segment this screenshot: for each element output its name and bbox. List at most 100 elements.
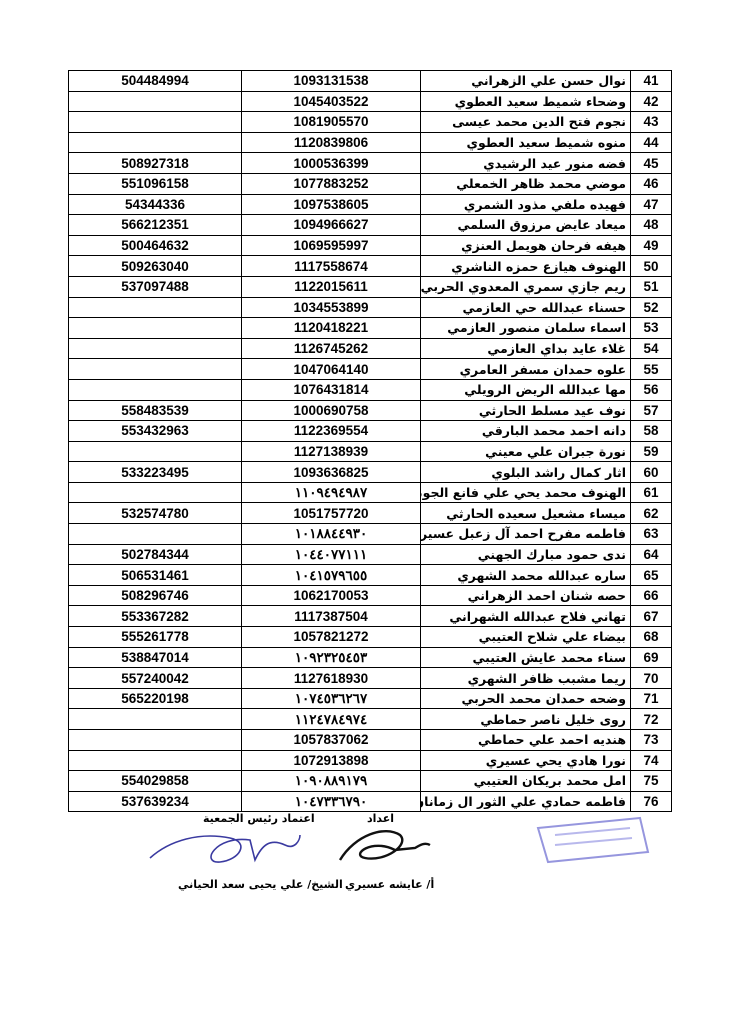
name-cell: نورا هادي يحي عسيري	[420, 749, 631, 772]
no-cell: 71	[630, 687, 672, 710]
phone-cell	[68, 131, 242, 154]
no-cell: 43	[630, 111, 672, 133]
row: 54344336 1097538605 فهيده ملفي مذود الشمري…	[68, 193, 672, 216]
phone-cell: 558483539	[68, 399, 242, 422]
phone-cell: 533223495	[68, 461, 242, 483]
row: 508296746 1062170053 حصه شنان احمد الزهران…	[68, 584, 672, 607]
phone-cell: 54344336	[68, 193, 242, 216]
row: 500464632 1069595997 هيفه فرحان هويمل العن…	[68, 234, 672, 257]
row: 504484994 1093131538 نوال حسن علي الزهراني…	[68, 70, 672, 92]
id-cell: ١٠٩٠٨٨٩١٧٩	[241, 770, 421, 792]
phone-cell	[68, 378, 242, 401]
name-cell: اسماء سلمان منصور العازمي	[420, 317, 631, 339]
row: ١١٢٤٧٨٤٩٧٤ روى خليل ناصر حماطي 72	[68, 708, 672, 730]
row: 538847014 ١٠٩٢٣٢٥٤٥٣ سناء محمد عايش العتيب…	[68, 646, 672, 669]
signature-2	[338, 830, 431, 861]
phone-cell	[68, 749, 242, 772]
row: 506531461 ١٠٤١٥٧٩٦٥٥ ساره عبدالله محمد الش…	[68, 564, 672, 586]
name-cell: امل محمد بريكان العتيبي	[420, 770, 631, 792]
no-cell: 46	[630, 172, 672, 195]
row: 1127138939 نورة جبران علي معيني 59	[68, 440, 672, 463]
id-cell: 1057821272	[241, 626, 421, 648]
phone-cell: 509263040	[68, 255, 242, 277]
id-cell: 1069595997	[241, 234, 421, 257]
phone-cell: 557240042	[68, 667, 242, 689]
id-cell: ١١٠٩٤٩٤٩٨٧	[241, 481, 421, 504]
name-cell: هنديه احمد علي حماطي	[420, 729, 631, 751]
no-cell: 70	[630, 667, 672, 689]
phone-cell: 508296746	[68, 584, 242, 607]
phone-cell: 555261778	[68, 626, 242, 648]
id-cell: 1117558674	[241, 255, 421, 277]
row: 553432963 1122369554 دانه احمد محمد البارق…	[68, 420, 672, 442]
phone-cell: 506531461	[68, 564, 242, 586]
id-cell: 1062170053	[241, 584, 421, 607]
row: 537639234 ١٠٤٧٣٣٦٧٩٠ فاطمه حمادي علي الثور…	[68, 790, 672, 813]
name-cell: غلاء عايد بداي العازمي	[420, 337, 631, 360]
row: ١١٠٩٤٩٤٩٨٧ الهنوف محمد يحي علي فانع الجون…	[68, 481, 672, 504]
id-cell: ١٠٩٢٣٢٥٤٥٣	[241, 646, 421, 669]
phone-cell: 502784344	[68, 543, 242, 566]
row: 1057837062 هنديه احمد علي حماطي 73	[68, 729, 672, 751]
id-cell: 1057837062	[241, 729, 421, 751]
name-cell: موضي محمد ظاهر الخمعلي	[420, 172, 631, 195]
id-cell: 1093131538	[241, 70, 421, 92]
phone-cell	[68, 708, 242, 730]
row: 555261778 1057821272 بيضاء علي شلاح العتيب…	[68, 626, 672, 648]
row: 554029858 ١٠٩٠٨٨٩١٧٩ امل محمد بريكان العتي…	[68, 770, 672, 792]
phone-cell	[68, 358, 242, 380]
name-cell: نجوم فتح الدين محمد عيسى	[420, 111, 631, 133]
phone-cell: 553432963	[68, 420, 242, 442]
approval-title: اعتماد رئيس الجمعية	[203, 812, 315, 825]
phone-cell: 500464632	[68, 234, 242, 257]
row: 1120418221 اسماء سلمان منصور العازمي 53	[68, 317, 672, 339]
name-cell: نوف عيد مسلط الحارثي	[420, 399, 631, 422]
id-cell: 1076431814	[241, 378, 421, 401]
stamp-lines	[554, 827, 633, 846]
name-cell: فضه منور عيد الرشيدي	[420, 152, 631, 174]
name-cell: ميساء مشعيل سعيده الحارثي	[420, 502, 631, 525]
name-cell: وضحاء شميط سعيد العطوي	[420, 90, 631, 113]
phone-cell	[68, 90, 242, 113]
phone-cell: 537097488	[68, 275, 242, 298]
phone-cell	[68, 317, 242, 339]
no-cell: 47	[630, 193, 672, 216]
phone-cell	[68, 337, 242, 360]
row: 1126745262 غلاء عايد بداي العازمي 54	[68, 337, 672, 360]
id-cell: 1081905570	[241, 111, 421, 133]
no-cell: 44	[630, 131, 672, 154]
phone-cell: 532574780	[68, 502, 242, 525]
no-cell: 74	[630, 749, 672, 772]
row: 509263040 1117558674 الهنوف هيازع حمزه الن…	[68, 255, 672, 277]
id-cell: 1122369554	[241, 420, 421, 442]
id-cell: ١٠٤٧٣٣٦٧٩٠	[241, 790, 421, 813]
name-cell: حسناء عبدالله حي العازمي	[420, 296, 631, 319]
no-cell: 67	[630, 605, 672, 628]
no-cell: 65	[630, 564, 672, 586]
name-cell: تهاني فلاح عبدالله الشهراني	[420, 605, 631, 628]
row: 1034553899 حسناء عبدالله حي العازمي 52	[68, 296, 672, 319]
phone-cell: 553367282	[68, 605, 242, 628]
row: 1081905570 نجوم فتح الدين محمد عيسى 43	[68, 111, 672, 133]
row: 508927318 1000536399 فضه منور عيد الرشيدي 4…	[68, 152, 672, 174]
id-cell: 1120839806	[241, 131, 421, 154]
id-cell: ١٠١٨٨٤٤٩٣٠	[241, 523, 421, 545]
row: 1120839806 منوه شميط سعيد العطوي 44	[68, 131, 672, 154]
name-cell: فهيده ملفي مذود الشمري	[420, 193, 631, 216]
phone-cell	[68, 296, 242, 319]
phone-cell	[68, 523, 242, 545]
approval-name: الشيخ/ علي يحيى سعد الحياني	[178, 878, 343, 891]
no-cell: 49	[630, 234, 672, 257]
phone-cell: 554029858	[68, 770, 242, 792]
name-cell: علوه حمدان مسفر العامري	[420, 358, 631, 380]
row: 532574780 1051757720 ميساء مشعيل سعيده الح…	[68, 502, 672, 525]
name-cell: ميعاد عايض مرزوق السلمي	[420, 214, 631, 236]
no-cell: 75	[630, 770, 672, 792]
id-cell: 1000690758	[241, 399, 421, 422]
id-cell: 1045403522	[241, 90, 421, 113]
no-cell: 53	[630, 317, 672, 339]
phone-cell: 538847014	[68, 646, 242, 669]
no-cell: 52	[630, 296, 672, 319]
row: 557240042 1127618930 ريما مشبب ظافر الشهري…	[68, 667, 672, 689]
